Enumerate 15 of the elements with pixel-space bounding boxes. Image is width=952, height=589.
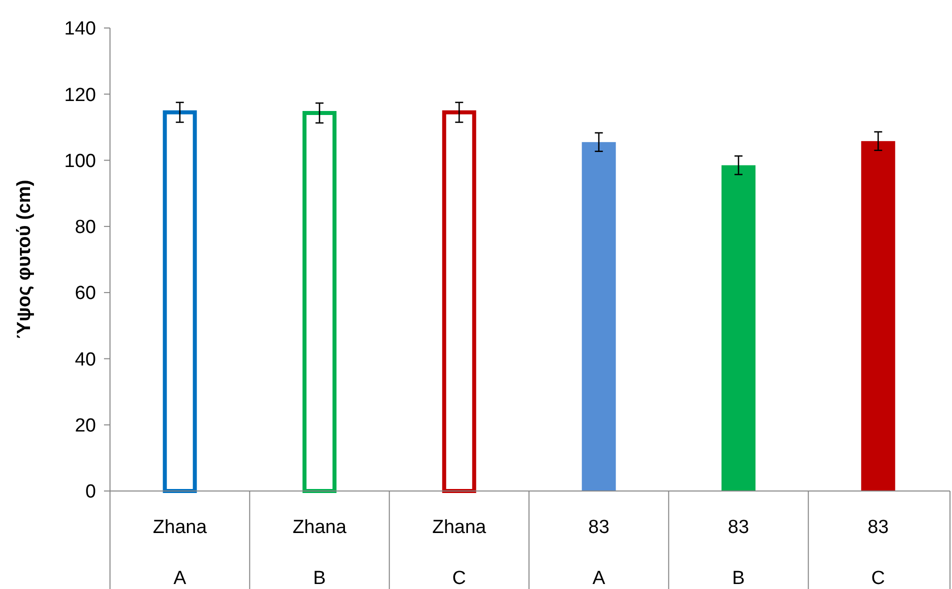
category-label: Zhana B xyxy=(292,517,346,589)
y-tick-label: 100 xyxy=(64,150,96,172)
category-label: 83 A xyxy=(588,517,610,589)
category-label: 83 B xyxy=(728,517,750,589)
y-tick-label: 20 xyxy=(74,416,96,437)
category-label: 83 C xyxy=(868,517,889,589)
y-tick-label: 60 xyxy=(74,283,96,304)
y-tick-label: 120 xyxy=(64,84,96,106)
category-label: Zhana A xyxy=(152,517,207,589)
y-tick-label: 0 xyxy=(85,482,96,503)
category-label: Zhana C xyxy=(432,517,486,589)
y-axis-title: Ύψος φυτού (cm) xyxy=(14,180,35,340)
y-tick-label: 40 xyxy=(74,349,96,370)
y-tick-label: 80 xyxy=(74,217,96,238)
y-tick-label: 140 xyxy=(64,18,96,40)
